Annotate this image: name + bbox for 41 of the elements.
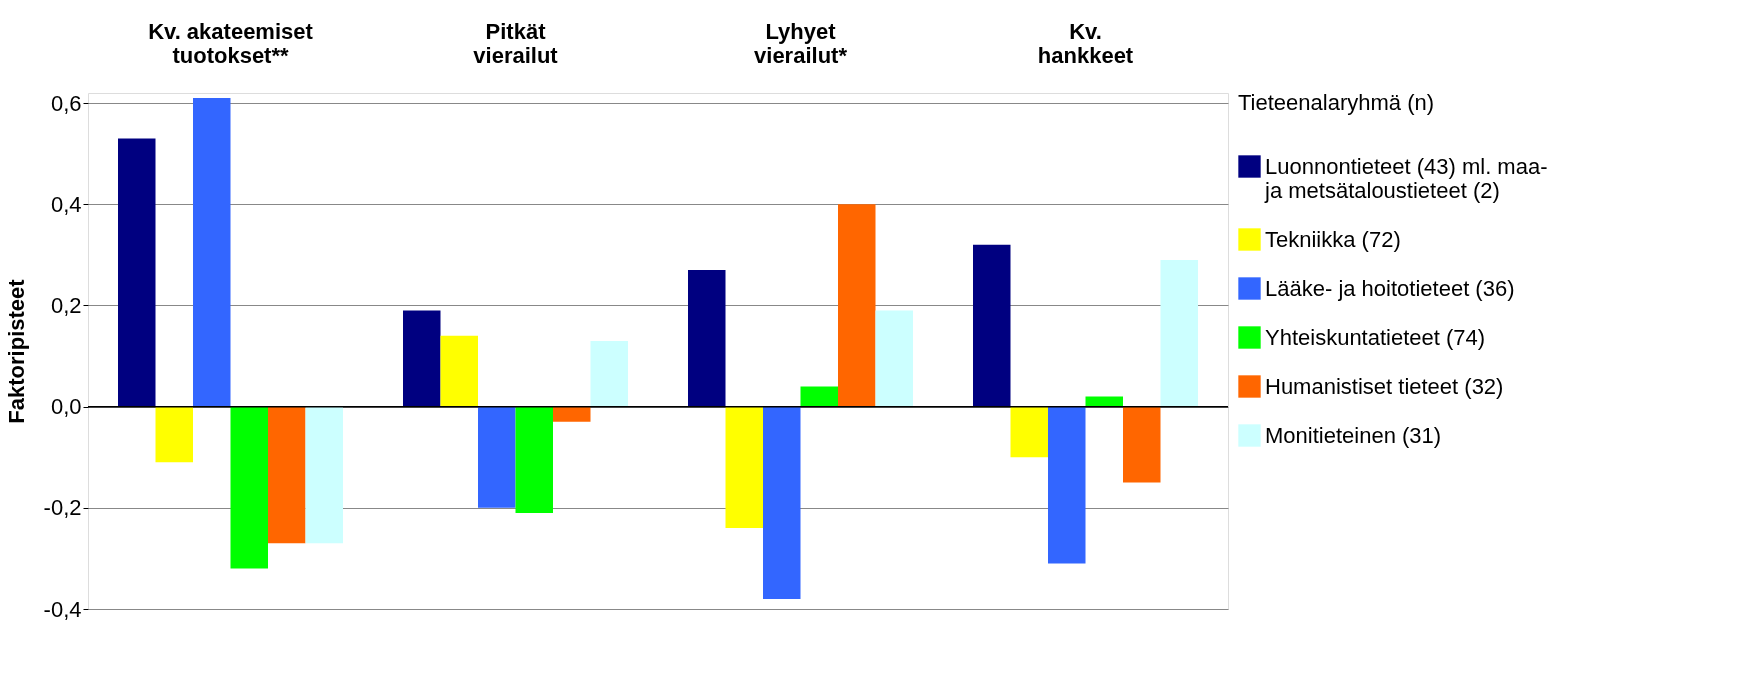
bar bbox=[478, 406, 516, 508]
bar bbox=[800, 386, 838, 407]
x-tick-label: Pitkät vierailut bbox=[473, 18, 559, 68]
bar bbox=[875, 310, 913, 407]
bar bbox=[553, 406, 591, 422]
bar bbox=[838, 204, 876, 407]
bar bbox=[440, 335, 478, 407]
bar bbox=[590, 340, 628, 407]
bar bbox=[1048, 406, 1086, 564]
y-tick-label: -0,4 bbox=[43, 596, 82, 622]
bar bbox=[1123, 406, 1161, 483]
bar bbox=[305, 406, 343, 544]
y-tick-label: 0,6 bbox=[50, 90, 82, 116]
y-tick-label: 0,4 bbox=[50, 191, 82, 217]
bar bbox=[230, 406, 268, 569]
legend-title: Tieteenalaryhmä (n) bbox=[1238, 90, 1435, 115]
bar bbox=[155, 406, 193, 463]
bar bbox=[725, 406, 763, 529]
bar bbox=[973, 244, 1011, 407]
bar bbox=[515, 406, 553, 513]
y-tick-label: -0,2 bbox=[43, 495, 82, 521]
bar bbox=[763, 406, 801, 599]
bar bbox=[118, 138, 156, 407]
x-tick-label: Kv. akateemiset tuotokset** bbox=[148, 18, 314, 68]
bar bbox=[688, 270, 726, 407]
legend-label: Lääke- ja hoitotieteet (36) bbox=[1265, 275, 1515, 301]
bar bbox=[403, 310, 441, 407]
legend-label: Humanistiset tieteet (32) bbox=[1265, 373, 1504, 399]
legend-label: Tekniikka (72) bbox=[1265, 226, 1401, 252]
legend-label: Monitieteinen (31) bbox=[1265, 422, 1442, 448]
y-axis-title: Faktoripisteet bbox=[3, 278, 29, 424]
bar bbox=[268, 406, 306, 544]
legend-label: Luonnontieteet (43) ml. maa- ja metsätaloustieteet (2) bbox=[1264, 153, 1548, 203]
x-tick-label: Kv. hankkeet bbox=[1037, 18, 1134, 68]
y-tick-label: 0,2 bbox=[50, 292, 82, 318]
bar bbox=[1010, 406, 1048, 458]
bar bbox=[1160, 259, 1198, 407]
bar bbox=[193, 98, 231, 407]
legend-label: Yhteiskuntatieteet (74) bbox=[1265, 324, 1486, 350]
y-tick-label: 0,0 bbox=[50, 394, 82, 420]
x-tick-label: Lyhyet vierailut* bbox=[754, 18, 848, 68]
